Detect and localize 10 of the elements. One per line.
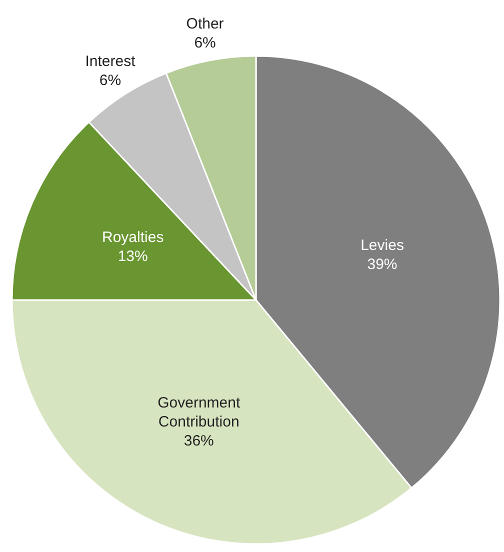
slice-label: Government Contribution [158,394,241,430]
slice-label: Levies [360,237,404,254]
data-label: 6% [194,34,216,52]
slice-label: Other [186,15,224,32]
data-label: 6% [99,72,122,89]
data-label: 39% [367,256,398,274]
data-label: 13% [118,248,148,266]
data-label: 36% [184,432,214,450]
slice-label: Interest [85,52,136,70]
slice-label: Royalties [102,229,164,246]
